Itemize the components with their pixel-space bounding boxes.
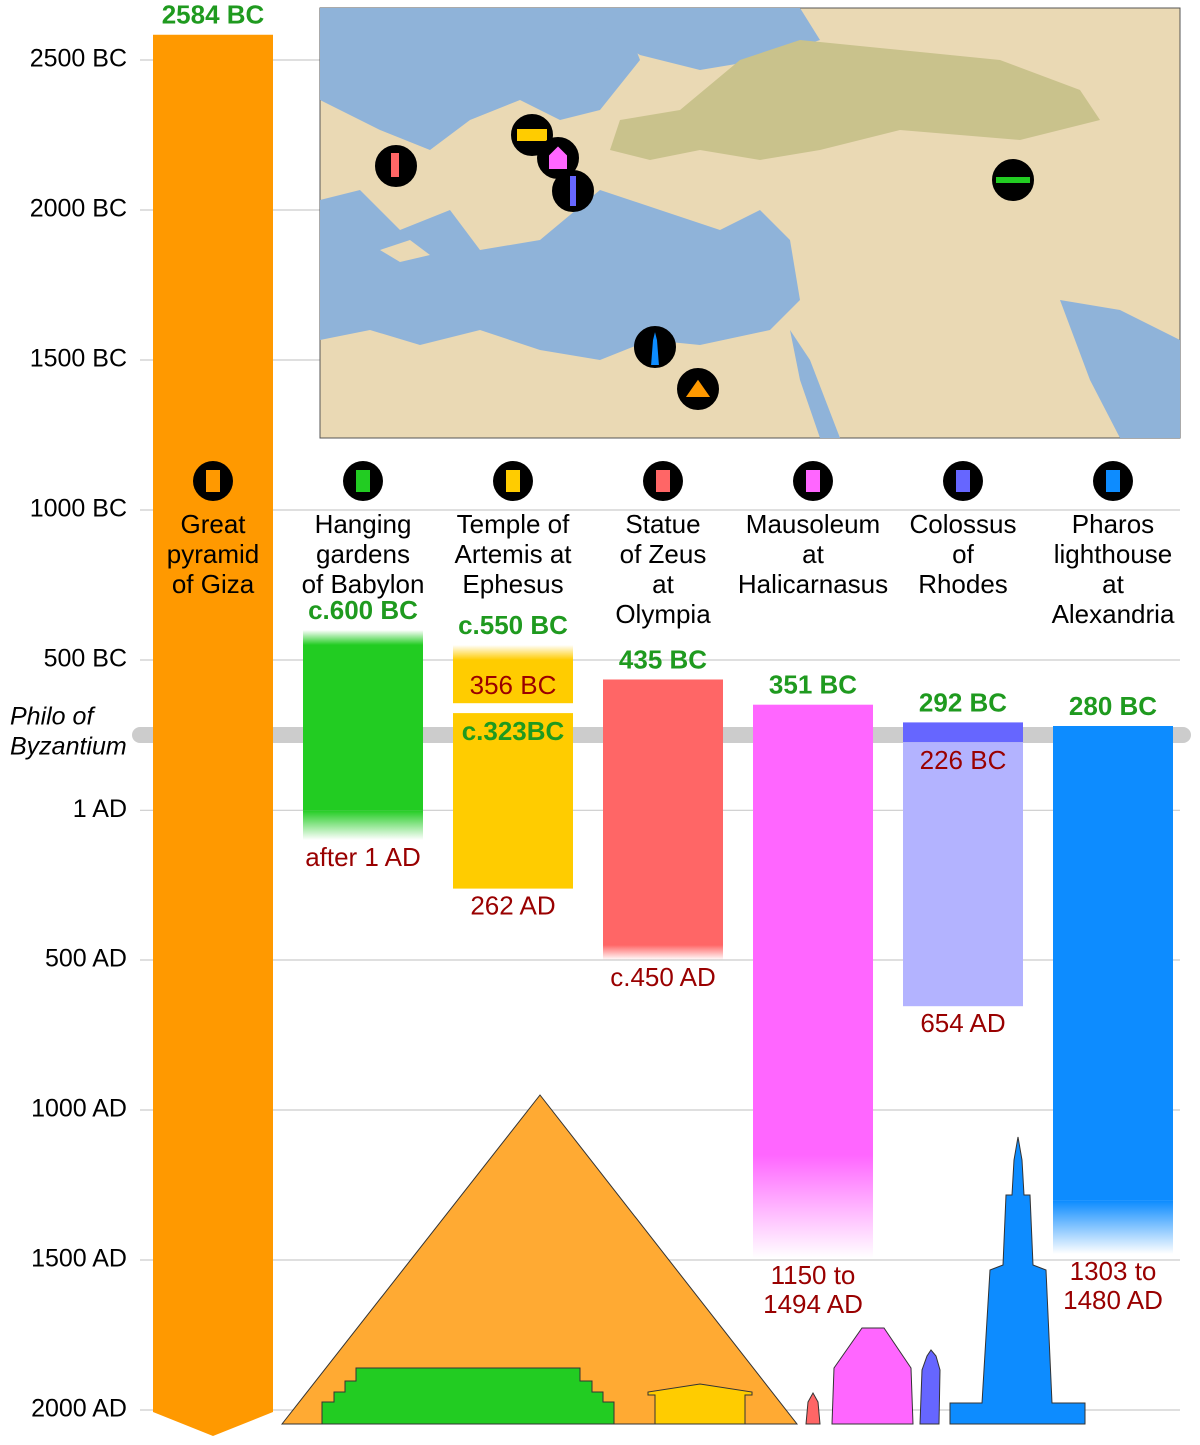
wonder-name: lighthouse [1054,539,1173,569]
wonder-name: Mausoleum [746,509,880,539]
map [319,7,1181,439]
y-tick-label: 500 AD [45,945,127,973]
date-label: 435 BC [619,644,707,674]
bar-fade [603,945,723,960]
wonder-name: Hanging [315,509,412,539]
bar-fade [453,645,573,660]
date-label: 262 AD [470,890,555,920]
wonder-name: Temple of [457,509,570,539]
wonder-name: Colossus [910,509,1017,539]
y-tick-label: 1 AD [73,795,127,823]
date-label: after 1 AD [305,842,421,872]
bar-fade [753,1155,873,1259]
wonder-name: pyramid [167,539,259,569]
wonder-name: at [802,539,824,569]
wonder-name: at [1102,569,1124,599]
legend-icon-shape [1106,470,1120,492]
date-label: 2584 BC [162,0,265,30]
bar-fade [303,810,423,840]
date-label: 351 BC [769,670,857,700]
date-label: 226 BC [920,745,1007,775]
bar-fade [303,630,423,645]
date-label: c.600 BC [308,595,418,625]
date-label: 292 BC [919,687,1007,717]
reference-label: Philo of [10,703,96,731]
legend-icon-shape [956,470,970,492]
wonder-name: Halicarnasus [738,569,888,599]
y-tick-label: 1000 BC [30,495,127,523]
date-label: 356 BC [470,670,557,700]
bar [1053,726,1173,1201]
wonder-name: Great [180,509,246,539]
wonder-name: Rhodes [918,569,1008,599]
wonder-name: Statue [625,509,700,539]
y-tick-label: 1500 BC [30,345,127,373]
y-tick-label: 2000 BC [30,195,127,223]
legend-icon-shape [206,470,220,492]
bar [603,679,723,945]
legend-icon-shape [356,470,370,492]
wonder-name: Olympia [615,599,711,629]
legend-icon-shape [656,470,670,492]
wonder-name: of Zeus [620,539,707,569]
wonder-name: Artemis at [454,539,572,569]
wonder-name: Alexandria [1052,599,1175,629]
bar [153,34,273,1436]
wonder-name: of Babylon [302,569,425,599]
bar [303,645,423,811]
y-tick-label: 2500 BC [30,45,127,73]
y-tick-label: 1000 AD [31,1095,127,1123]
wonder-name: Pharos [1072,509,1154,539]
legend-icon-shape [806,470,820,492]
date-label: c.550 BC [458,610,568,640]
wonder-name: gardens [316,539,410,569]
date-label: 654 AD [920,1008,1005,1038]
y-tick-label: 1500 AD [31,1245,127,1273]
bar [903,722,1023,743]
wonder-name: Ephesus [462,569,563,599]
legend-icon-shape [506,470,520,492]
date-label: 1480 AD [1063,1285,1163,1315]
date-label: c.450 AD [610,962,716,992]
wonder-name: of Giza [172,569,255,599]
bar [453,713,573,889]
date-label: 1494 AD [763,1289,863,1319]
y-tick-label: 2000 AD [31,1395,127,1423]
silhouettes [280,1094,1086,1425]
date-label: 1150 to [771,1260,856,1290]
wonder-name: at [652,569,674,599]
bar [753,704,873,1155]
date-label: 280 BC [1069,691,1157,721]
date-label: 1303 to [1070,1256,1157,1286]
bar [453,660,573,704]
bar [903,742,1023,1007]
y-tick-label: 500 BC [44,645,127,673]
wonder-name: of [952,539,974,569]
bar-fade [1053,1200,1173,1254]
date-label: c.323BC [462,716,565,746]
reference-label: Byzantium [10,733,127,761]
